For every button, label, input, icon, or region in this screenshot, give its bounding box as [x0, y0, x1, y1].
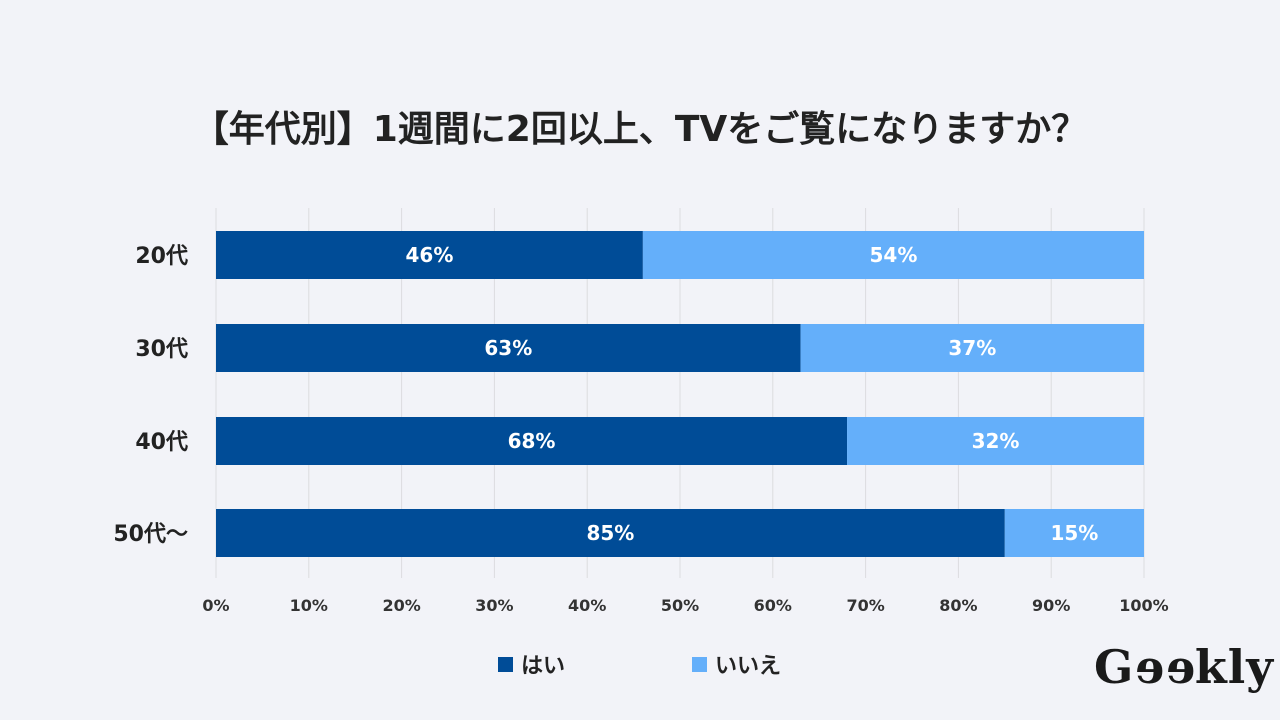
bar-yes: [216, 509, 1005, 557]
category-label: 30代: [135, 337, 188, 362]
x-tick-label: 90%: [1032, 596, 1070, 615]
x-tick-label: 30%: [475, 596, 513, 615]
legend-swatch-yes: [498, 656, 513, 672]
category-label: 50代〜: [113, 522, 188, 547]
x-tick-label: 60%: [754, 596, 792, 615]
bar-no: [800, 324, 1144, 372]
x-tick-label: 70%: [846, 596, 884, 615]
x-tick-label: 0%: [202, 596, 229, 615]
x-tick-label: 40%: [568, 596, 606, 615]
legend-label-yes: はい: [521, 654, 566, 679]
data-label: 32%: [972, 429, 1020, 453]
legend-item-no: いいえ: [692, 648, 781, 680]
x-tick-label: 20%: [382, 596, 420, 615]
bar-no: [1004, 509, 1144, 557]
legend-item-yes: はい: [498, 648, 565, 680]
data-label: 37%: [948, 336, 996, 360]
bar-yes: [216, 231, 643, 279]
chart-title: 【年代別】1週間に2回以上、TVをご覧になりますか？: [192, 109, 1088, 150]
bar-yes: [216, 417, 848, 465]
x-tick-label: 50%: [661, 596, 699, 615]
x-tick-label: 100%: [1119, 596, 1168, 615]
data-label: 68%: [508, 429, 556, 453]
data-label: 54%: [870, 243, 918, 267]
bar-yes: [216, 324, 801, 372]
data-label: 46%: [406, 243, 454, 267]
category-label: 40代: [135, 430, 188, 455]
x-tick-label: 80%: [939, 596, 977, 615]
data-label: 63%: [484, 336, 532, 360]
bar-no: [642, 231, 1144, 279]
data-label: 85%: [586, 521, 634, 545]
legend-label-no: いいえ: [715, 654, 782, 679]
bar-no: [847, 417, 1144, 465]
data-label: 15%: [1050, 521, 1098, 545]
geekly-logo: Geekly: [1094, 640, 1274, 694]
legend-swatch-no: [692, 656, 707, 672]
x-tick-label: 10%: [290, 596, 328, 615]
category-label: 20代: [135, 244, 188, 269]
